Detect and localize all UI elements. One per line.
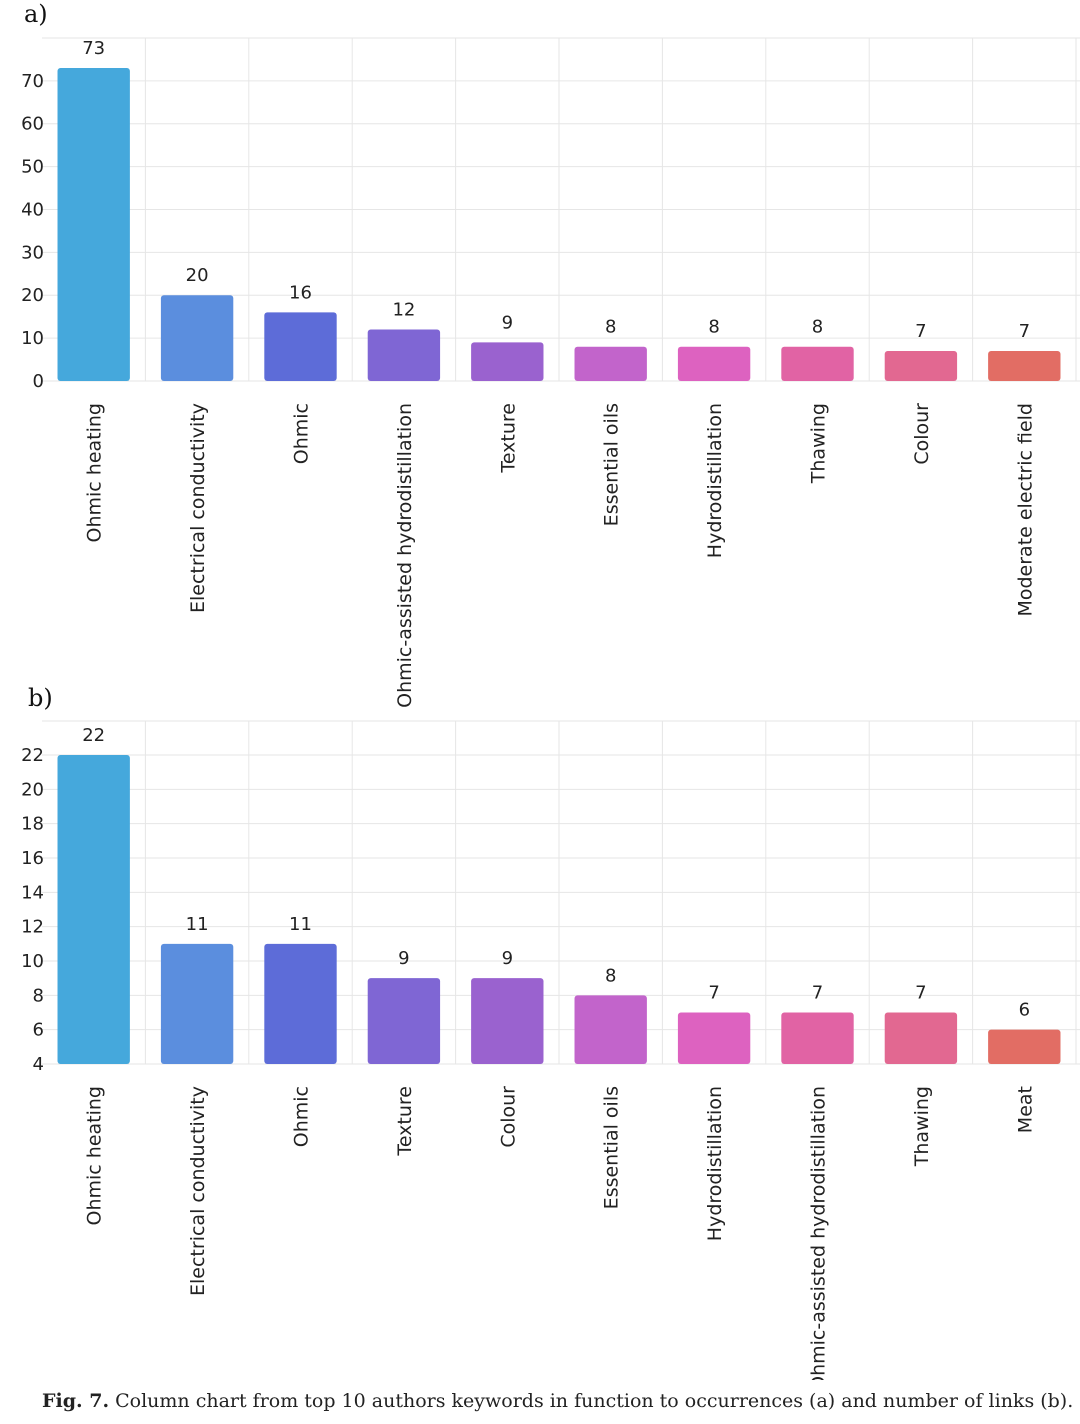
- category-label: Hydrodistillation: [704, 403, 726, 558]
- y-tick-label: 30: [21, 242, 44, 263]
- bar: [884, 350, 958, 381]
- category-label: Texture: [394, 1086, 416, 1157]
- bar: [367, 329, 441, 381]
- y-tick-label: 12: [21, 917, 44, 938]
- data-label: 8: [605, 965, 616, 986]
- bar: [57, 755, 130, 1064]
- data-label: 22: [82, 725, 105, 746]
- bar: [57, 68, 130, 381]
- data-label: 9: [398, 948, 409, 969]
- category-label: Essential oils: [601, 1086, 623, 1209]
- data-label: 8: [605, 317, 616, 338]
- bar: [988, 350, 1061, 381]
- category-label: Moderate electric field: [1014, 403, 1036, 617]
- y-tick-label: 22: [21, 745, 44, 766]
- panel-label-b: b): [28, 684, 53, 712]
- category-label: Electrical conductivity: [187, 403, 209, 613]
- figure-caption: Fig. 7. Column chart from top 10 authors…: [42, 1390, 1074, 1412]
- data-label: 7: [915, 321, 926, 342]
- bar: [574, 995, 647, 1064]
- bar: [574, 346, 647, 381]
- y-tick-label: 50: [21, 157, 44, 178]
- data-label: 8: [708, 317, 719, 338]
- bar: [264, 312, 337, 381]
- y-tick-label: 8: [33, 985, 44, 1006]
- data-label: 7: [812, 983, 823, 1004]
- y-tick-label: 4: [33, 1054, 44, 1075]
- chart-b-links: b) 4 6 8 10 12 14 16 18 20 22 22 Ohmic heating 11 Elec…: [21, 684, 1080, 1380]
- data-label: 73: [82, 38, 105, 59]
- y-tick-label: 60: [21, 114, 44, 135]
- data-label: 11: [289, 914, 312, 935]
- data-label: 7: [915, 983, 926, 1004]
- figure-canvas: a) 0 10 20 30 40 50 60 70 73 Ohmic heating 20 Electr…: [21, 0, 1080, 1380]
- category-label: Ohmic heating: [84, 403, 106, 542]
- category-label: Ohmic heating: [84, 1086, 106, 1225]
- bar: [884, 1012, 958, 1064]
- y-tick-label: 16: [21, 848, 44, 869]
- data-label: 20: [186, 265, 209, 286]
- bar: [160, 295, 234, 381]
- data-label: 16: [289, 282, 312, 303]
- category-label: Ohmic: [291, 1086, 313, 1147]
- y-tick-label: 20: [21, 285, 44, 306]
- caption-text: Column chart from top 10 authors keyword…: [115, 1390, 1074, 1412]
- data-label: 9: [502, 312, 513, 333]
- y-tick-label: 10: [21, 328, 44, 349]
- chart-a-occurrences: a) 0 10 20 30 40 50 60 70 73 Ohmic heating 20 Electr…: [21, 0, 1080, 708]
- data-label: 8: [812, 317, 823, 338]
- category-label: Texture: [497, 403, 519, 474]
- data-label: 11: [186, 914, 209, 935]
- category-label: Hydrodistillation: [704, 1086, 726, 1241]
- caption-label: Fig. 7.: [42, 1390, 110, 1412]
- y-tick-label: 14: [21, 882, 44, 903]
- category-label: Ohmic: [291, 403, 313, 464]
- bar: [264, 943, 337, 1064]
- y-tick-label: 0: [33, 371, 44, 392]
- bar: [160, 943, 234, 1064]
- data-label: 7: [708, 983, 719, 1004]
- category-label: Ohmic-assisted hydrodistillation: [808, 1086, 830, 1380]
- bar: [988, 1029, 1061, 1064]
- data-label: 7: [1019, 321, 1030, 342]
- data-label: 9: [502, 948, 513, 969]
- bar: [677, 346, 751, 381]
- y-tick-label: 40: [21, 199, 44, 220]
- data-label: 12: [392, 300, 415, 321]
- y-tick-label: 10: [21, 951, 44, 972]
- category-label: Thawing: [911, 1086, 933, 1167]
- bar: [471, 342, 544, 381]
- bar: [781, 1012, 854, 1064]
- category-label: Colour: [497, 1086, 519, 1148]
- bar: [471, 978, 544, 1064]
- category-label: Thawing: [808, 403, 830, 484]
- bar: [677, 1012, 751, 1064]
- y-tick-label: 70: [21, 71, 44, 92]
- bar: [781, 346, 854, 381]
- category-label: Colour: [911, 403, 933, 465]
- y-tick-label: 20: [21, 779, 44, 800]
- data-label: 6: [1019, 1000, 1030, 1021]
- panel-label-a: a): [24, 0, 48, 28]
- category-label: Meat: [1014, 1086, 1036, 1133]
- category-label: Electrical conductivity: [187, 1086, 209, 1296]
- category-label: Ohmic-assisted hydrodistillation: [394, 403, 416, 708]
- category-label: Essential oils: [601, 403, 623, 526]
- y-tick-label: 18: [21, 814, 44, 835]
- bar: [367, 978, 441, 1064]
- y-tick-label: 6: [33, 1020, 44, 1041]
